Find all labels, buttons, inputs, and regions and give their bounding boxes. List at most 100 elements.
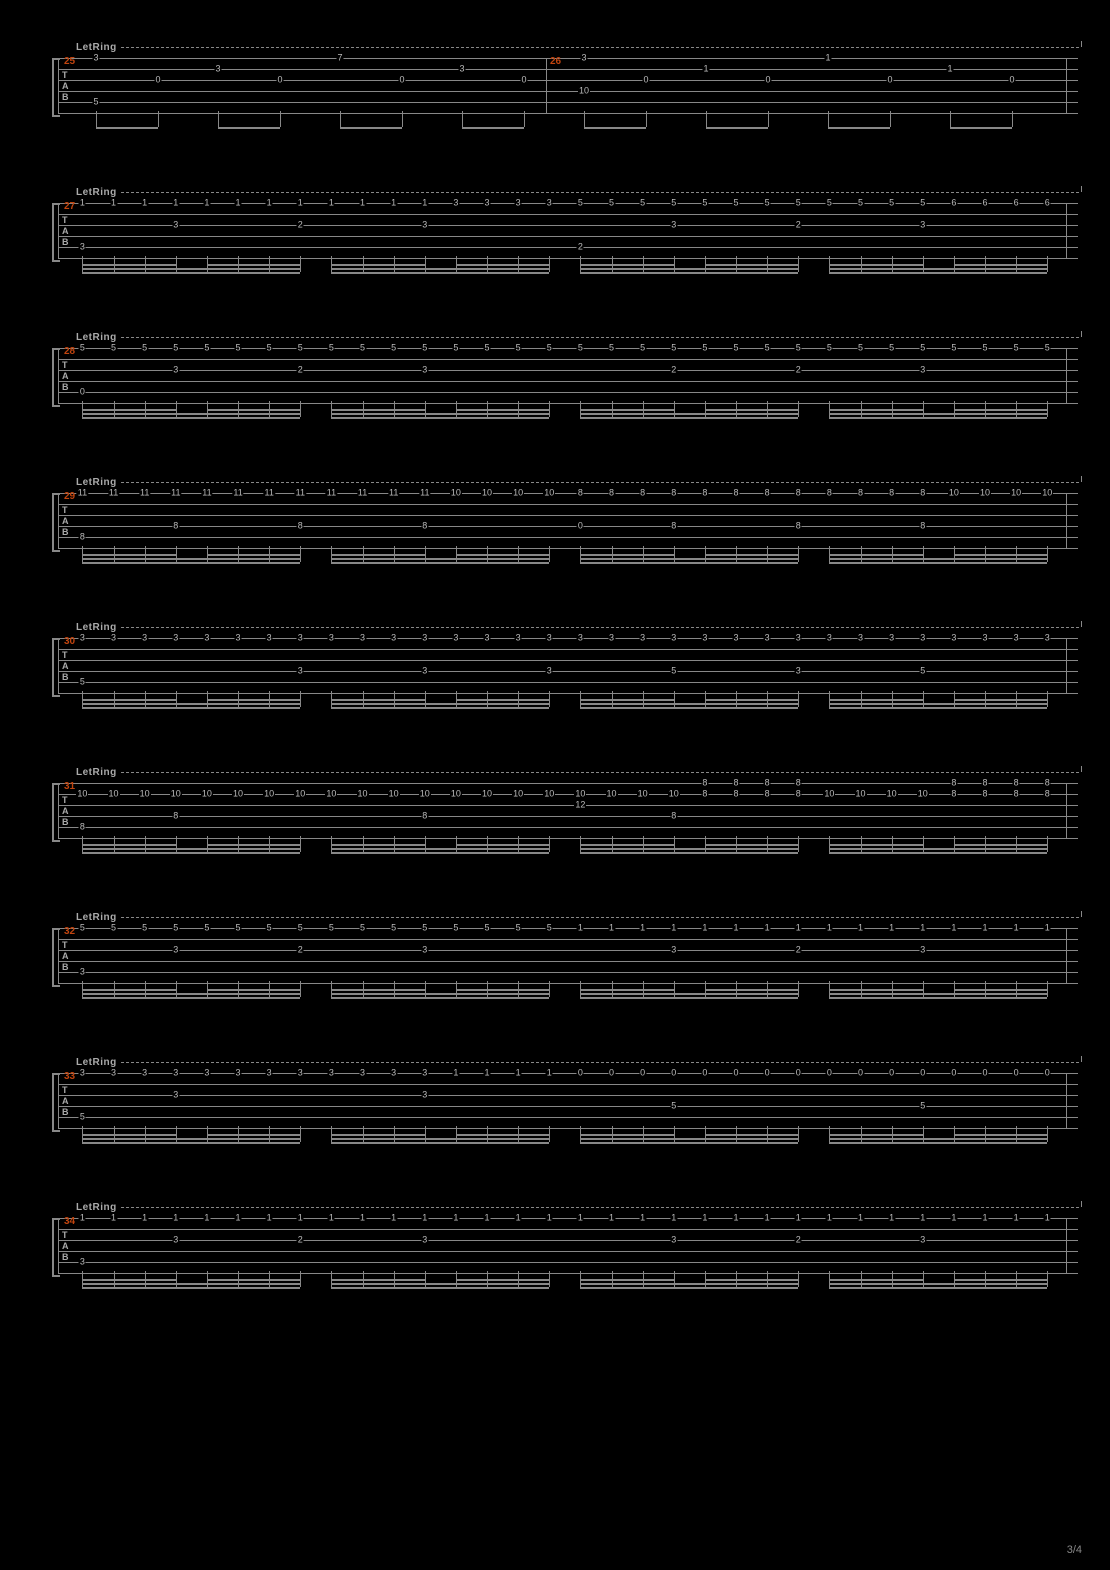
beam — [580, 993, 798, 995]
fret-number: 1 — [1044, 924, 1051, 933]
fret-number: 1 — [888, 1214, 895, 1223]
bar-number: 27 — [64, 201, 75, 212]
fret-number: 0 — [764, 76, 771, 85]
fret-number: 5 — [764, 344, 771, 353]
tab-staff-wrap: TAB1010101010101010101010101010101010101… — [28, 783, 1082, 838]
fret-number: 8 — [172, 522, 179, 531]
fret-number: 3 — [266, 1069, 273, 1078]
fret-number: 5 — [79, 924, 86, 933]
fret-number: 3 — [421, 1091, 428, 1100]
tab-string-line — [58, 247, 1078, 248]
fret-number: 1 — [577, 924, 584, 933]
fret-number: 10 — [823, 790, 835, 799]
tab-page: LetRing2526TAB3030703053010101010LetRing… — [0, 0, 1110, 1375]
tab-clef-letter: T — [62, 505, 68, 515]
fret-number: 1 — [919, 924, 926, 933]
let-ring-dash — [121, 917, 1079, 918]
barline — [58, 1073, 59, 1128]
beam — [331, 268, 549, 270]
tab-string-line — [58, 381, 1078, 382]
fret-number: 5 — [670, 199, 677, 208]
beam — [82, 268, 300, 270]
fret-number: 3 — [639, 634, 646, 643]
beam — [207, 989, 300, 991]
barline — [1066, 1073, 1067, 1128]
tab-clef-letter: T — [62, 650, 68, 660]
fret-number: 5 — [235, 924, 242, 933]
fret-number: 8 — [1013, 779, 1020, 788]
beam — [331, 409, 424, 411]
fret-number: 3 — [141, 634, 148, 643]
fret-number: 3 — [297, 667, 304, 676]
beam — [954, 554, 1047, 556]
beam — [829, 413, 1047, 415]
barline — [58, 348, 59, 403]
let-ring-label: LetRing — [76, 912, 117, 923]
beam — [580, 1283, 798, 1285]
fret-number: 10 — [450, 489, 462, 498]
barline — [58, 493, 59, 548]
note-stem — [1047, 401, 1048, 417]
fret-number: 5 — [919, 199, 926, 208]
beam — [954, 1279, 1047, 1281]
barline — [58, 928, 59, 983]
beam — [580, 268, 798, 270]
beam — [580, 997, 798, 999]
tab-system: LetRing29TAB1111111111111111111111111010… — [28, 475, 1082, 572]
fret-number: 5 — [670, 344, 677, 353]
beam — [207, 1134, 300, 1136]
fret-number: 1 — [359, 1214, 366, 1223]
fret-number: 5 — [608, 199, 615, 208]
fret-number: 3 — [110, 634, 117, 643]
barline — [1066, 638, 1067, 693]
barline — [1066, 348, 1067, 403]
beam — [82, 993, 300, 995]
fret-number: 0 — [520, 76, 527, 85]
fret-number: 3 — [79, 968, 86, 977]
fret-number: 3 — [458, 65, 465, 74]
barline — [58, 58, 59, 113]
beam — [331, 413, 549, 415]
beam — [580, 703, 798, 705]
fret-number: 8 — [795, 779, 802, 788]
fret-number: 3 — [235, 634, 242, 643]
fret-number: 1 — [857, 924, 864, 933]
fret-number: 10 — [76, 790, 88, 799]
fret-number: 3 — [172, 1236, 179, 1245]
fret-number: 0 — [795, 1069, 802, 1078]
fret-number: 11 — [108, 489, 119, 498]
fret-number: 2 — [297, 1236, 304, 1245]
fret-number: 3 — [421, 634, 428, 643]
fret-number: 3 — [484, 634, 491, 643]
let-ring-end — [1081, 911, 1083, 917]
beam — [82, 409, 175, 411]
beam — [331, 558, 549, 560]
beam — [580, 409, 673, 411]
note-stem — [300, 546, 301, 562]
fret-number: 8 — [421, 522, 428, 531]
fret-number: 3 — [328, 1069, 335, 1078]
fret-number: 5 — [701, 199, 708, 208]
fret-number: 3 — [919, 946, 926, 955]
note-stem — [828, 111, 829, 127]
beam-area — [58, 548, 1078, 572]
fret-number: 3 — [515, 634, 522, 643]
fret-number: 1 — [452, 1069, 459, 1078]
note-stem — [1047, 1126, 1048, 1142]
beam-area — [58, 258, 1078, 282]
fret-number: 3 — [919, 221, 926, 230]
beam — [580, 562, 798, 564]
tab-clef-letter: B — [62, 1107, 69, 1117]
barline — [1066, 493, 1067, 548]
fret-number: 5 — [484, 924, 491, 933]
fret-number: 1 — [1044, 1214, 1051, 1223]
tab-clef-letter: B — [62, 1252, 69, 1262]
beam — [580, 707, 798, 709]
note-stem — [950, 111, 951, 127]
fret-number: 6 — [1044, 199, 1051, 208]
fret-number: 5 — [141, 924, 148, 933]
note-stem — [549, 546, 550, 562]
tab-string-line — [58, 392, 1078, 393]
fret-number: 8 — [670, 812, 677, 821]
fret-number: 2 — [297, 221, 304, 230]
